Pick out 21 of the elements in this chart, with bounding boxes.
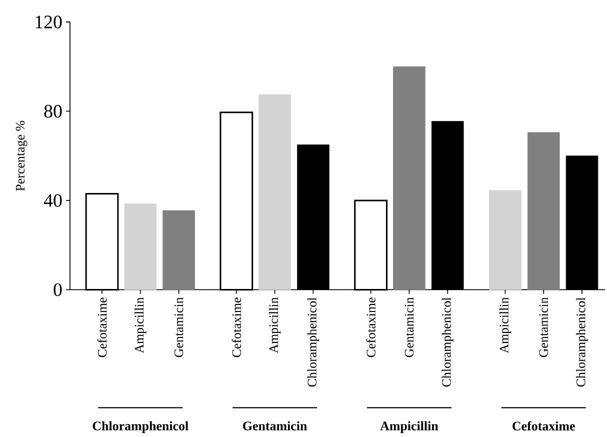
y-axis-title: Percentage % (16, 120, 28, 191)
x-tick-label: Ampicillin (499, 297, 512, 354)
text: Cefotaxime (512, 421, 575, 430)
text: Chloramphenicol (92, 421, 188, 433)
x-tick-label: Gentamicin (539, 297, 548, 358)
x-tick-label: Cefotaxime (232, 298, 242, 358)
y-tick-label: 40 (44, 194, 62, 207)
x-tick-label: Chloramphenicol (442, 297, 454, 387)
x-tick-label: Cefotaxime (366, 298, 376, 358)
y-tick-label: 120 (36, 16, 62, 28)
x-tick-label: Ampicillin (134, 297, 146, 354)
y-tick-label: 80 (44, 104, 62, 118)
text: Gentamicin (243, 421, 307, 430)
x-tick-label: Gentamicin (404, 297, 414, 358)
y-tick-label: 0 (54, 283, 62, 296)
x-tick-label: Cefotaxime (97, 298, 107, 358)
x-tick-label: Ampicillin (268, 297, 281, 354)
x-tick-label: Gentamicin (174, 297, 184, 358)
text: Ampicillin (380, 421, 438, 433)
x-tick-label: Chloramphenicol (576, 297, 588, 387)
x-tick-label: Chloramphenicol (307, 297, 320, 387)
